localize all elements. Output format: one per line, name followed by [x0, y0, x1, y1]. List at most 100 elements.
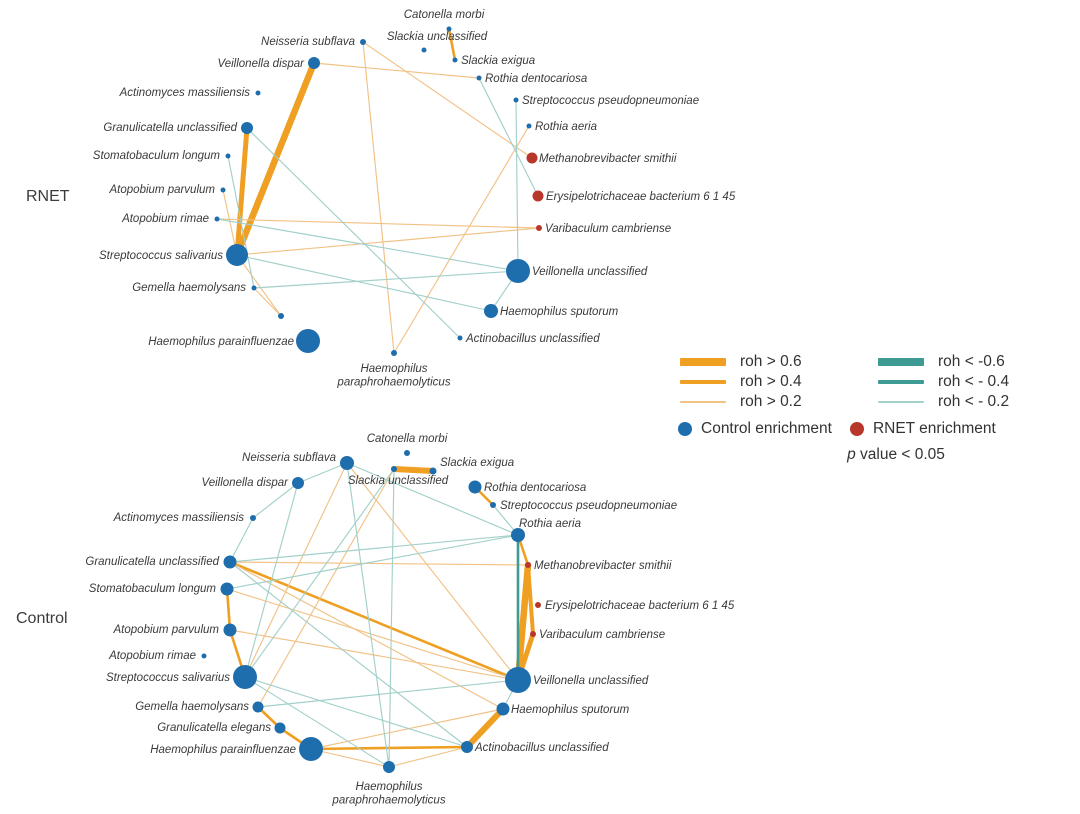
node-varibaculum — [530, 631, 536, 637]
control-enrichment-label: Control enrichment — [701, 420, 832, 437]
node-label-veillonella_dispar: Veillonella dispar — [217, 58, 305, 70]
legend-row: roh < -0.6 — [878, 352, 1009, 372]
legend-row: roh > 0.6 — [680, 352, 802, 372]
edge-strep_pseudopneumoniae--veillonella_unclassified — [515, 99, 519, 272]
negative-thin-line-swatch — [878, 401, 924, 403]
edge-haemophilus_parainfluenzae--haemophilus_paraphro — [310, 748, 390, 768]
node-catonella_morbi — [446, 26, 452, 32]
legend-row: roh < - 0.2 — [878, 392, 1009, 412]
node-label-haemophilus_sputorum: Haemophilus sputorum — [511, 704, 630, 716]
edge-haemophilus_parainfluenzae--haemophilus_sputorum — [310, 708, 504, 750]
node-label-actinomyces_massiliensis: Actinomyces massiliensis — [113, 512, 245, 524]
node-neisseria_subflava — [340, 456, 354, 470]
node-slackia_unclassified — [391, 466, 397, 472]
positive-thick-line-swatch — [680, 358, 726, 366]
edge-veillonella_dispar--strep_salivarius — [244, 482, 299, 678]
node-label-rothia_dentocariosa: Rothia dentocariosa — [484, 482, 586, 494]
edge-stomatobaculum_longum--atopobium_parvulum — [225, 587, 232, 632]
node-label-catonella_morbi: Catonella morbi — [404, 9, 485, 21]
edge-slackia_unclassified--gemella_haemolysans — [257, 468, 395, 708]
edge-stomatobaculum_longum--veillonella_unclassified — [226, 588, 519, 681]
negative-thick-line-swatch — [878, 358, 924, 366]
edge-atopobium_parvulum--strep_salivarius — [222, 189, 238, 256]
node-label-haemophilus_parainfluenzae: Haemophilus parainfluenzae — [150, 744, 296, 756]
network-label-control: Control — [16, 610, 68, 627]
node-atopobium_parvulum — [223, 623, 237, 637]
node-granulicatella_elegans — [274, 722, 286, 734]
node-label-haemophilus_paraphro: paraphrohaemolyticus — [336, 377, 450, 389]
node-label-neisseria_subflava: Neisseria subflava — [242, 452, 336, 464]
node-stomatobaculum_longum — [220, 582, 234, 596]
node-label-slackia_exigua: Slackia exigua — [461, 55, 535, 67]
edge-varibaculum--methanobrevibacter — [526, 563, 535, 636]
node-rothia_dentocariosa — [476, 75, 482, 81]
edge-granulicatella_unclassified--actinobacillus_unclassified — [246, 127, 461, 339]
node-actinobacillus_unclassified — [457, 335, 463, 341]
legend-row: roh > 0.4 — [680, 372, 802, 392]
rnet-enrichment-dot-icon — [849, 422, 864, 436]
p-value-text: value < 0.05 — [855, 446, 945, 463]
node-label-stomatobaculum_longum: Stomatobaculum longum — [89, 583, 217, 595]
node-atopobium_rimae — [201, 653, 207, 659]
node-label-granulicatella_unclassified: Granulicatella unclassified — [85, 556, 219, 568]
node-slackia_exigua — [429, 467, 437, 475]
node-erysipelotrichaceae — [532, 190, 544, 202]
node-atopobium_rimae — [214, 216, 220, 222]
node-label-haemophilus_paraphro: Haemophilus — [355, 781, 422, 793]
node-label-granulicatella_elegans: Granulicatella elegans — [157, 722, 271, 734]
edge-stomatobaculum_longum--rothia_aeria — [226, 534, 519, 590]
node-strep_salivarius — [233, 665, 257, 689]
legend-negative-column: roh < -0.6 roh < - 0.4 roh < - 0.2 — [878, 352, 1009, 412]
edge-neisseria_subflava--strep_salivarius — [244, 462, 348, 678]
node-varibaculum — [536, 225, 542, 231]
edge-strep_salivarius--varibaculum — [236, 227, 540, 256]
node-label-atopobium_rimae: Atopobium rimae — [108, 650, 196, 662]
node-actinobacillus_unclassified — [461, 741, 473, 753]
node-strep_pseudopneumoniae — [513, 97, 519, 103]
edge-haemophilus_paraphro--rothia_aeria — [393, 125, 530, 354]
node-label-haemophilus_parainfluenzae: Haemophilus parainfluenzae — [148, 336, 294, 348]
network-label-rnet: RNET — [26, 188, 70, 205]
node-rothia_aeria — [511, 528, 525, 542]
node-label-granulicatella_unclassified: Granulicatella unclassified — [103, 122, 237, 134]
edge-neisseria_subflava--veillonella_dispar — [297, 462, 348, 484]
node-slackia_unclassified — [421, 47, 427, 53]
edge-haemophilus_paraphro--actinobacillus_unclassified — [388, 746, 468, 768]
node-veillonella_dispar — [308, 57, 320, 69]
legend-label: roh > 0.6 — [740, 353, 802, 370]
node-veillonella_unclassified — [506, 259, 530, 283]
node-label-slackia_exigua: Slackia exigua — [440, 457, 514, 469]
node-gemella_haemolysans — [252, 701, 264, 713]
node-label-veillonella_unclassified: Veillonella unclassified — [532, 266, 648, 278]
node-label-veillonella_dispar: Veillonella dispar — [201, 477, 289, 489]
node-granulicatella_elegans_s — [278, 313, 284, 319]
legend-label: roh < - 0.2 — [938, 393, 1010, 410]
edge-veillonella_dispar--strep_salivarius — [233, 59, 318, 259]
node-neisseria_subflava — [360, 39, 366, 45]
legend-label: roh < -0.6 — [938, 353, 1005, 370]
node-label-actinobacillus_unclassified: Actinobacillus unclassified — [465, 333, 600, 345]
node-label-atopobium_parvulum: Atopobium parvulum — [109, 184, 216, 196]
edge-gemella_haemolysans--veillonella_unclassified — [257, 679, 519, 708]
node-haemophilus_sputorum — [484, 304, 498, 318]
node-label-atopobium_parvulum: Atopobium parvulum — [113, 624, 220, 636]
edge-granulicatella_unclassified--actinobacillus_unclassified — [229, 561, 468, 748]
node-label-strep_pseudopneumoniae: Streptococcus pseudopneumoniae — [522, 95, 699, 107]
node-veillonella_dispar — [292, 477, 304, 489]
node-atopobium_parvulum — [220, 187, 226, 193]
edge-actinomyces_massiliensis--granulicatella_unclassified — [229, 517, 254, 563]
node-methanobrevibacter — [526, 152, 538, 164]
node-haemophilus_sputorum — [496, 702, 510, 716]
edge-granulicatella_unclassified--rothia_aeria — [229, 534, 519, 563]
node-label-veillonella_unclassified: Veillonella unclassified — [533, 675, 649, 687]
node-label-actinobacillus_unclassified: Actinobacillus unclassified — [474, 742, 609, 754]
node-label-rothia_dentocariosa: Rothia dentocariosa — [485, 73, 587, 85]
node-catonella_morbi — [404, 450, 410, 456]
node-label-haemophilus_paraphro: Haemophilus — [360, 363, 427, 375]
p-symbol: p — [847, 446, 856, 463]
node-label-strep_pseudopneumoniae: Streptococcus pseudopneumoniae — [500, 500, 677, 512]
edge-granulicatella_unclassified--haemophilus_sputorum — [229, 561, 504, 710]
edge-strep_salivarius--haemophilus_sputorum — [236, 254, 492, 312]
edge-strep_salivarius--haemophilus_paraphro — [244, 676, 390, 768]
